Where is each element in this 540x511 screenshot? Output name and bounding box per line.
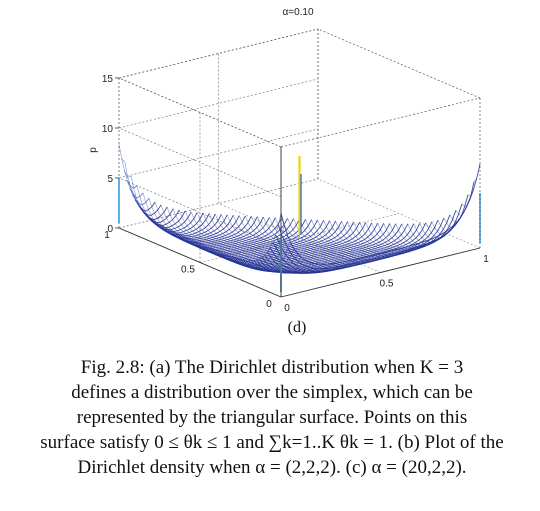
surface-mesh-line	[419, 223, 448, 241]
gridline	[317, 178, 481, 249]
axis-y	[118, 227, 282, 298]
caption-line: surface satisfy 0 ≤ θk ≤ 1 and ∑k=1..K θ…	[40, 432, 504, 453]
surface-mesh-line	[215, 213, 335, 273]
plot-box-front	[118, 28, 481, 298]
surface-mesh-line	[455, 206, 467, 217]
surface-mesh-line	[407, 223, 441, 245]
x-tick-label: 0	[284, 303, 290, 314]
x-tick-label: 0.5	[380, 279, 394, 290]
surface-mesh-line	[329, 220, 398, 258]
surface-mesh-line	[263, 216, 361, 267]
surface-mesh-line	[281, 217, 371, 265]
surface-mesh-line	[383, 223, 428, 250]
surface-mesh-line	[473, 178, 477, 183]
surface-mesh-line	[395, 223, 434, 248]
surface-mesh-line	[275, 217, 368, 266]
z-axis-label: p	[88, 147, 99, 153]
chart-title: α=0.10	[282, 7, 314, 18]
y-tick-label: 0	[266, 299, 272, 310]
density-surface	[118, 143, 481, 292]
surface-mesh-line	[467, 189, 474, 197]
surface-mesh-line	[221, 214, 338, 272]
surface-mesh-line	[311, 219, 388, 261]
surface-mesh-line	[461, 199, 471, 207]
surface-mesh-line	[233, 215, 345, 271]
surface-mesh-line	[449, 212, 464, 223]
subplot-label: (d)	[288, 319, 307, 336]
surface-mesh-line	[121, 158, 126, 163]
surface-mesh-line	[118, 143, 282, 261]
surface-mesh-line	[299, 218, 381, 263]
surface-mesh-line	[196, 212, 325, 274]
surface-mesh-line	[269, 217, 365, 267]
surface-mesh-line	[239, 215, 348, 270]
caption-line: defines a distribution over the simplex,…	[71, 382, 473, 403]
box-edge	[118, 77, 282, 148]
x-tick-label: 1	[483, 254, 489, 265]
surface-mesh-line	[145, 209, 180, 227]
z-tick-label: 10	[102, 124, 114, 135]
surface-mesh-line	[365, 222, 418, 253]
surface-mesh-line	[245, 215, 351, 270]
z-tick-label: 0	[107, 224, 113, 235]
surface-mesh-line	[437, 220, 458, 233]
figure-caption: Fig. 2.8: (a) The Dirichlet distribution…	[22, 355, 522, 480]
surface-mesh-line	[130, 176, 288, 269]
z-tick-label: 15	[102, 74, 114, 85]
box-edge	[280, 97, 481, 148]
y-tick-label: 0.5	[181, 265, 195, 276]
surface-mesh-line	[305, 219, 385, 262]
surface-mesh-line	[377, 222, 424, 251]
surface-mesh-line	[431, 221, 454, 237]
surface-mesh-line	[142, 192, 295, 272]
box-edge	[317, 28, 481, 99]
caption-line: represented by the triangular surface. P…	[76, 407, 468, 428]
surface-mesh-line	[371, 222, 421, 252]
caption-line: Fig. 2.8: (a) The Dirichlet distribution…	[80, 357, 464, 378]
surface-mesh-line	[124, 162, 285, 266]
axis-x	[280, 247, 481, 298]
surface-mesh-line	[209, 213, 332, 273]
surface-mesh-line	[190, 211, 322, 274]
y-tick-label: 1	[104, 230, 110, 241]
caption-line: Dirichlet density when α = (2,2,2). (c) …	[77, 457, 467, 478]
surface-mesh-line	[227, 214, 341, 272]
z-tick-label: 5	[107, 174, 113, 185]
surface-mesh-line	[126, 179, 138, 189]
